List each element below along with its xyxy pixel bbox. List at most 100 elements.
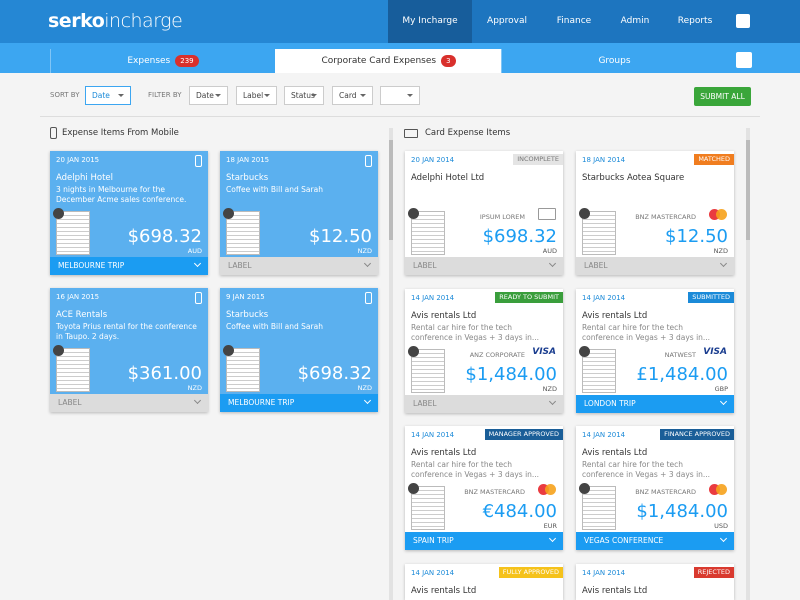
expense-card[interactable]: 14 JAN 2014 REJECTED Avis rentals Ltd: [576, 563, 734, 600]
description: Coffee with Bill and Sarah: [226, 185, 323, 194]
amount: $361.00: [127, 363, 202, 384]
filter-select[interactable]: Date: [189, 86, 228, 105]
expense-card[interactable]: 14 JAN 2014 READY TO SUBMIT Avis rentals L…: [405, 288, 563, 413]
card-logo: [716, 484, 727, 495]
tag-strip[interactable]: LONDON TRIP: [576, 394, 734, 413]
card-logo: [538, 484, 549, 495]
magnifier[interactable]: [579, 208, 590, 219]
amount: $12.50: [309, 226, 372, 247]
filter-select[interactable]: Card: [332, 86, 373, 105]
merchant: Avis rentals Ltd: [582, 448, 648, 458]
magnifier[interactable]: [408, 345, 419, 357]
card-name: BNZ MASTERCARD: [635, 213, 696, 221]
tab[interactable]: Corporate Card Expenses 3: [275, 49, 501, 73]
scrollbar: [746, 128, 750, 600]
tag-strip[interactable]: SPAIN TRIP: [405, 532, 563, 550]
date: 18 JAN 2015: [226, 156, 270, 164]
tag-strip[interactable]: VEGAS CONFERENCE: [576, 532, 734, 550]
phone-icon: [365, 292, 372, 304]
expense-card[interactable]: 18 JAN 2014 MATCHED Starbucks Aotea Square…: [576, 151, 734, 275]
tag-strip[interactable]: LABEL: [220, 257, 378, 275]
user-icon[interactable]: [736, 14, 750, 28]
receipt: [226, 211, 260, 255]
card-logo: [545, 484, 556, 495]
tab[interactable]: Groups: [501, 49, 727, 73]
nav-item[interactable]: My Incharge: [388, 0, 472, 43]
amount: €484.00: [482, 501, 557, 522]
tag-strip[interactable]: LABEL: [50, 394, 208, 412]
tag: LABEL: [413, 398, 437, 408]
tag: LABEL: [413, 261, 437, 270]
expense-card[interactable]: 14 JAN 2014 MANAGER APPROVED Avis rentals …: [405, 426, 563, 550]
tag-strip[interactable]: LABEL: [576, 257, 734, 275]
nav-item[interactable]: Reports: [677, 16, 713, 26]
status-badge: MANAGER APPROVED: [484, 429, 563, 440]
tab-label: Expenses: [127, 56, 171, 66]
amount: £1,484.00: [636, 363, 728, 385]
filter-select[interactable]: Label: [236, 86, 277, 105]
phone-icon: [195, 155, 202, 167]
tag-strip[interactable]: MELBOURNE TRIP: [220, 394, 378, 412]
nav-item[interactable]: Finance: [556, 16, 592, 26]
tab[interactable]: Expenses 239: [50, 49, 275, 73]
magnifier[interactable]: [53, 208, 64, 219]
magnifier[interactable]: [579, 483, 590, 494]
magnifier[interactable]: [223, 345, 234, 356]
expense-card[interactable]: 20 JAN 2014 INCOMPLETE Adelphi Hotel Ltd IP…: [405, 151, 563, 275]
card-icon: [404, 129, 418, 138]
status-badge: SUBMITTED: [688, 291, 734, 303]
magnifier[interactable]: [579, 345, 590, 357]
magnifier[interactable]: [53, 345, 64, 356]
currency: NZD: [357, 384, 372, 392]
currency: GBP: [714, 384, 728, 393]
currency: USD: [714, 522, 728, 530]
tag: MELBOURNE TRIP: [58, 261, 125, 270]
date: 9 JAN 2015: [226, 293, 265, 301]
description: Toyota Prius rental for the conference i…: [56, 322, 197, 341]
expense-card[interactable]: 9 JAN 2015 Starbucks Coffee with Bill and …: [220, 288, 378, 412]
expense-card[interactable]: 14 JAN 2014 FULLY APPROVED Avis rentals Lt…: [405, 563, 563, 600]
amount: $1,484.00: [465, 363, 557, 385]
merchant: ACE Rentals: [56, 310, 108, 320]
merchant: Adelphi Hotel: [56, 173, 114, 183]
expense-card[interactable]: 16 JAN 2015 ACE Rentals Toyota Prius renta…: [50, 288, 208, 412]
card-name: BNZ MASTERCARD: [464, 488, 525, 496]
phone-icon: [365, 155, 372, 167]
search-filter[interactable]: [380, 86, 420, 105]
date: 14 JAN 2014: [582, 293, 626, 302]
status-badge: INCOMPLETE: [513, 154, 563, 165]
divider: [40, 116, 760, 117]
expense-card[interactable]: 14 JAN 2014 SUBMITTED Avis rentals Ltd Rent…: [576, 288, 734, 413]
submit-all-button[interactable]: SUBMIT ALL: [694, 87, 751, 106]
tag: SPAIN TRIP: [413, 536, 454, 545]
merchant: Avis rentals Ltd: [411, 448, 477, 458]
receipt: [411, 486, 445, 530]
tag-strip[interactable]: LABEL: [405, 394, 563, 413]
filter-select[interactable]: Status: [284, 86, 324, 105]
merchant: Avis rentals Ltd: [582, 310, 648, 321]
magnifier[interactable]: [408, 483, 419, 494]
sort-select[interactable]: Date: [85, 86, 131, 105]
tab-badge: 3: [441, 55, 456, 67]
logo: serkoincharge: [48, 10, 183, 32]
tag-strip[interactable]: LABEL: [405, 257, 563, 275]
nav-item[interactable]: Admin: [620, 16, 650, 26]
magnifier[interactable]: [223, 208, 234, 219]
date: 18 JAN 2014: [582, 156, 626, 164]
search-button[interactable]: [736, 52, 752, 68]
expense-card[interactable]: 14 JAN 2014 FINANCE APPROVED Avis rentals …: [576, 426, 734, 550]
date: 16 JAN 2015: [56, 293, 100, 301]
currency: AUD: [187, 247, 202, 255]
expense-card[interactable]: 20 JAN 2015 Adelphi Hotel 3 nights in Melb…: [50, 151, 208, 275]
magnifier[interactable]: [408, 208, 419, 219]
tag-strip[interactable]: MELBOURNE TRIP: [50, 257, 208, 275]
date: 14 JAN 2014: [411, 293, 455, 302]
receipt: [226, 348, 260, 392]
status-badge: FULLY APPROVED: [498, 566, 563, 578]
nav-item[interactable]: Approval: [487, 16, 527, 26]
card-name: BNZ MASTERCARD: [635, 488, 696, 496]
scroll-thumb: [389, 140, 393, 240]
date: 14 JAN 2014: [582, 568, 626, 577]
card-logo: VISA: [532, 346, 556, 357]
expense-card[interactable]: 18 JAN 2015 Starbucks Coffee with Bill and…: [220, 151, 378, 275]
